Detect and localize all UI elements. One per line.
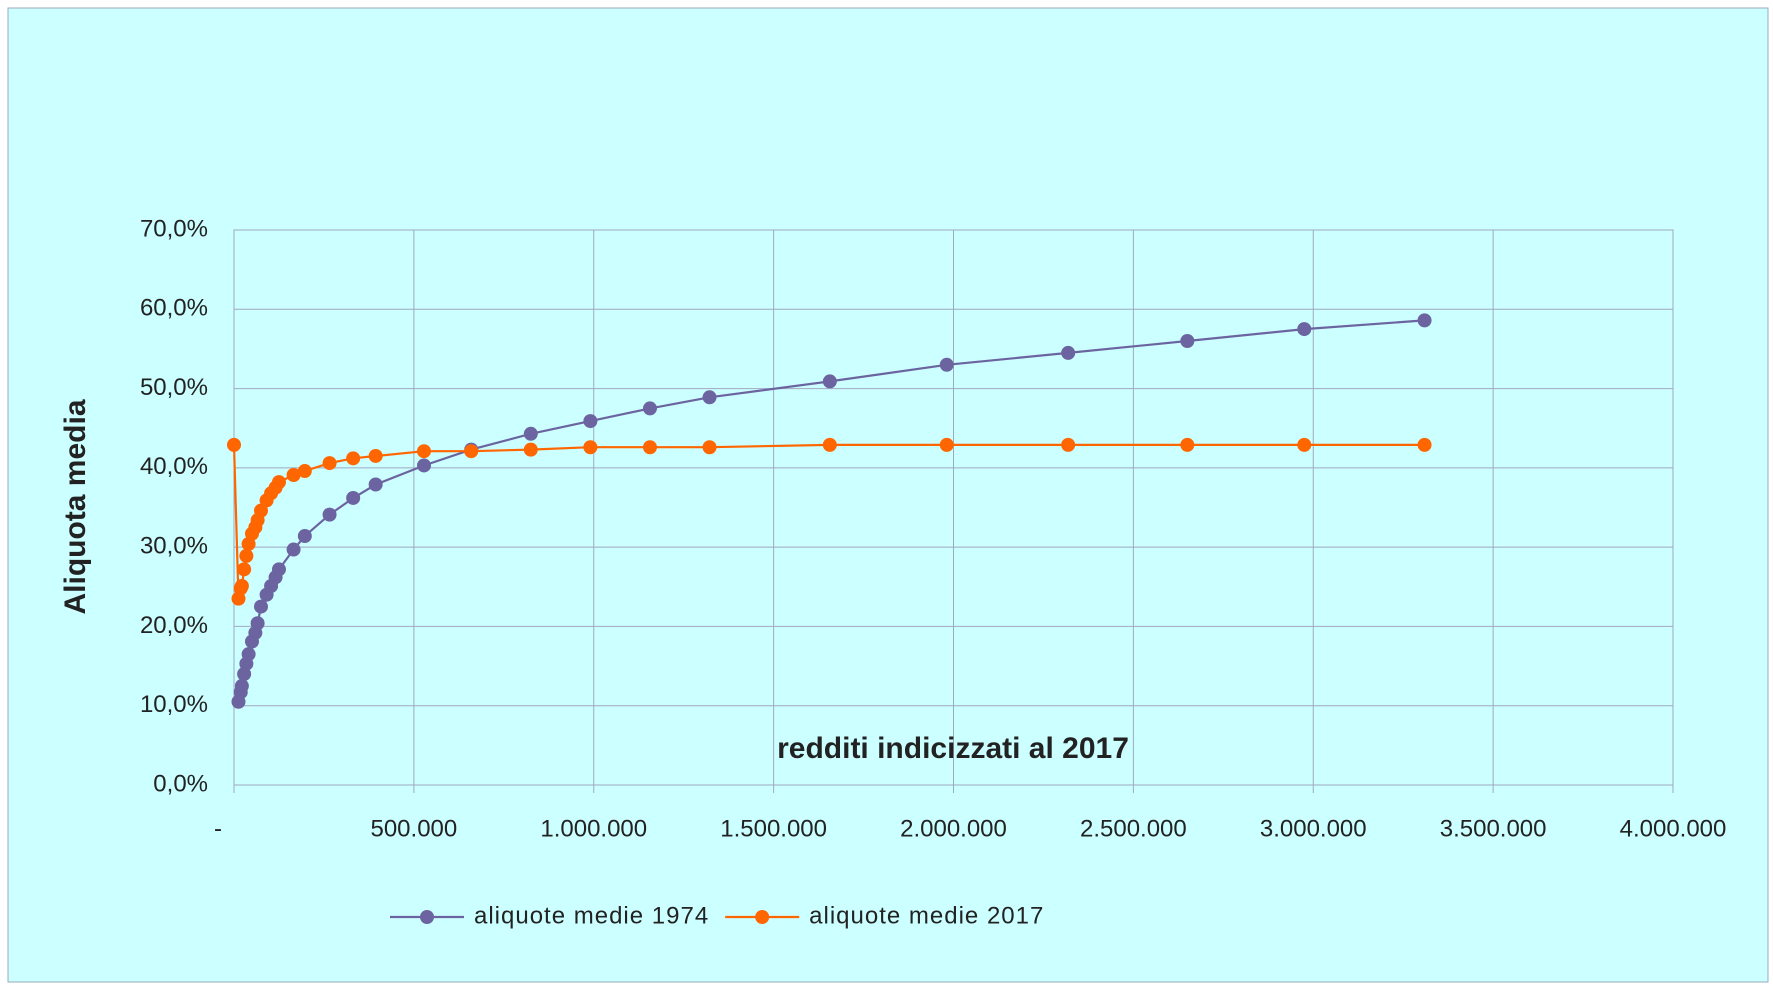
y-tick-label: 20,0%: [140, 612, 208, 639]
data-point: [271, 475, 286, 490]
data-point: [250, 616, 265, 631]
data-point: [346, 490, 361, 505]
data-point: [346, 451, 361, 466]
x-tick-label: 4.000.000: [1620, 815, 1727, 842]
data-point: [464, 444, 479, 459]
data-point: [822, 374, 837, 389]
data-point: [1061, 437, 1076, 452]
y-axis-label: Aliquota media: [59, 399, 92, 614]
legend-label: aliquote medie 1974: [474, 902, 709, 929]
x-tick-label: 500.000: [370, 815, 457, 842]
data-point: [368, 477, 383, 492]
data-point: [322, 507, 337, 522]
y-tick-label: 70,0%: [140, 215, 208, 242]
data-point: [416, 458, 431, 473]
y-tick-label: 10,0%: [140, 691, 208, 718]
legend-label: aliquote medie 2017: [809, 902, 1044, 929]
data-point: [241, 647, 256, 662]
data-point: [523, 426, 538, 441]
data-point: [939, 437, 954, 452]
x-tick-label: -: [214, 815, 222, 842]
x-axis-label: redditi indicizzati al 2017: [777, 732, 1129, 765]
data-point: [416, 444, 431, 459]
data-point: [271, 562, 286, 577]
chart-background: [7, 7, 1769, 983]
data-point: [1417, 313, 1432, 328]
legend-marker: [420, 910, 434, 924]
data-point: [253, 599, 268, 614]
data-point: [286, 467, 301, 482]
x-tick-label: 1.500.000: [720, 815, 827, 842]
data-point: [253, 503, 268, 518]
data-point: [939, 357, 954, 372]
data-point: [583, 414, 598, 429]
data-point: [1180, 437, 1195, 452]
data-point: [322, 456, 337, 471]
data-point: [1297, 437, 1312, 452]
data-point: [239, 548, 254, 563]
data-point: [234, 578, 249, 593]
data-point: [368, 448, 383, 463]
data-point: [1180, 334, 1195, 348]
data-point: [297, 464, 312, 479]
legend-marker: [755, 910, 770, 924]
data-point: [234, 678, 249, 693]
data-point: [523, 442, 538, 457]
data-point: [642, 401, 657, 416]
y-tick-label: 50,0%: [140, 374, 208, 401]
data-point: [822, 437, 837, 452]
y-tick-label: 40,0%: [140, 453, 208, 480]
x-tick-label: 1.000.000: [540, 815, 647, 842]
data-point: [286, 542, 301, 557]
data-point: [702, 390, 717, 405]
data-point: [1297, 322, 1312, 337]
data-point: [642, 440, 657, 455]
y-tick-label: 30,0%: [140, 532, 208, 559]
data-point: [237, 562, 252, 577]
x-tick-label: 2.000.000: [900, 815, 1007, 842]
y-tick-label: 60,0%: [140, 295, 208, 322]
data-point: [297, 529, 312, 544]
y-tick-label: 0,0%: [153, 770, 208, 797]
data-point: [702, 440, 717, 455]
x-tick-label: 3.000.000: [1260, 815, 1367, 842]
data-point: [227, 437, 241, 452]
x-tick-label: 3.500.000: [1440, 815, 1547, 842]
data-point: [1061, 345, 1076, 360]
data-point: [583, 440, 598, 455]
x-tick-label: 2.500.000: [1080, 815, 1187, 842]
data-point: [1417, 437, 1432, 452]
